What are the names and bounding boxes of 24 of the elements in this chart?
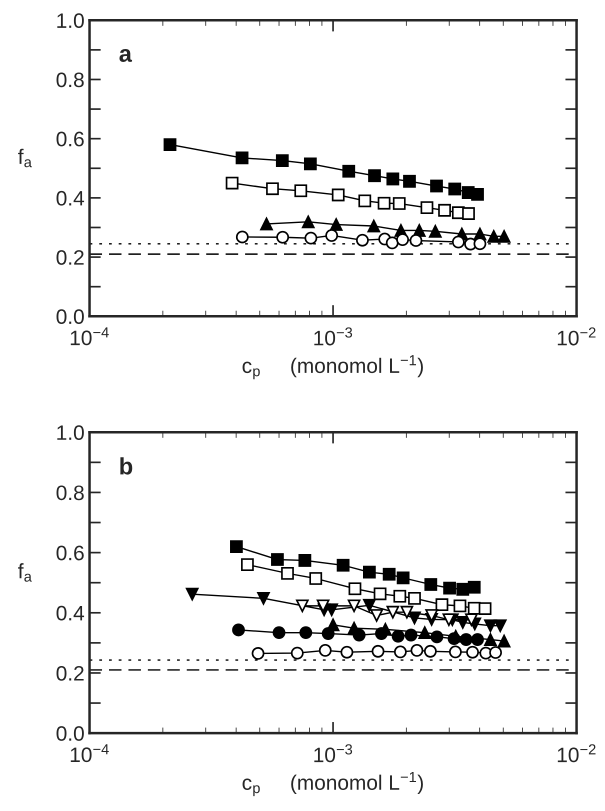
y-tick-label: 0.0 — [56, 726, 84, 741]
y-tick-label: 0.2 — [56, 666, 84, 681]
y-tick-label: 1.0 — [57, 13, 84, 28]
y-tick-label: 1.0 — [57, 425, 84, 440]
y-tick-label: 0.4 — [56, 606, 84, 621]
y-axis-title: f$_{a}$ — [18, 563, 32, 582]
annotation: a — [119, 49, 132, 62]
y-axis-title: f$_{a}$ — [18, 148, 32, 168]
y-tick-label: 0.6 — [56, 132, 84, 146]
x-tick-label: 10$^{−4}$ — [70, 327, 109, 346]
text: c$_{p}$ (monomol L$^{−1}$) — [242, 355, 423, 380]
y-tick-label: 0.6 — [56, 546, 84, 560]
annotation: b — [120, 457, 132, 475]
x-tick-label: 10$^{−2}$ — [558, 744, 596, 762]
y-tick-label: 0.4 — [56, 190, 84, 206]
x-tick-label: 10$^{−4}$ — [70, 744, 109, 762]
x-tick-label: 10$^{−2}$ — [558, 327, 596, 346]
y-tick-label: 0.0 — [56, 309, 84, 324]
y-tick-label: 0.8 — [56, 72, 84, 88]
text: c$_{p}$ (monomol L$^{−1}$) — [242, 772, 423, 796]
y-tick-label: 0.8 — [56, 485, 84, 500]
x-tick-label: 10$^{−3}$ — [314, 327, 352, 346]
y-tick-label: 0.2 — [56, 250, 84, 265]
x-tick-label: 10$^{−3}$ — [314, 744, 352, 762]
